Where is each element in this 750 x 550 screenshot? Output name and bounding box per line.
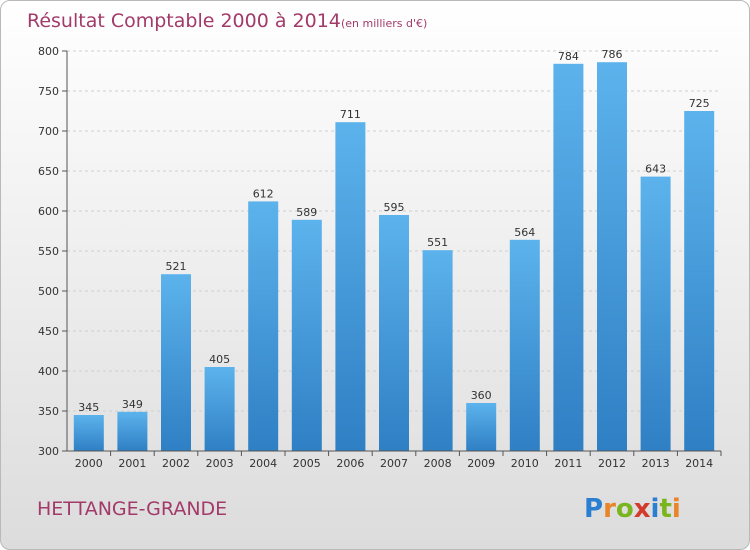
data-label: 725 [689, 97, 710, 110]
x-tick-label: 2006 [336, 457, 364, 470]
bar-2003 [204, 367, 235, 451]
commune-name: HETTANGE-GRANDE [37, 498, 227, 520]
x-tick-label: 2010 [511, 457, 539, 470]
bar-2011 [553, 63, 584, 452]
bar-2005 [291, 219, 322, 451]
y-tick-label: 750 [38, 85, 59, 98]
y-tick-label: 600 [38, 205, 59, 218]
data-label: 345 [78, 401, 99, 414]
x-tick-label: 2009 [467, 457, 495, 470]
bar-2004 [248, 201, 279, 451]
x-tick-label: 2012 [598, 457, 626, 470]
logo-letter: x [634, 494, 651, 524]
y-tick-label: 700 [38, 125, 59, 138]
data-label: 551 [427, 236, 448, 249]
bar-2014 [684, 111, 715, 451]
data-label: 564 [514, 226, 535, 239]
logo-letter: o [616, 494, 634, 524]
data-label: 521 [166, 260, 187, 273]
bar-2000 [73, 415, 104, 451]
x-tick-label: 2007 [380, 457, 408, 470]
proxiti-logo: Proxiti [584, 494, 681, 524]
bar-2001 [117, 411, 148, 451]
data-label: 786 [602, 48, 623, 61]
bars: 345 349 521 405 612 589 711 595 551 360 564 784 786 6… [73, 48, 715, 452]
data-label: 643 [645, 163, 666, 176]
bar-2013 [640, 176, 671, 451]
y-tick-label: 300 [38, 445, 59, 458]
y-axis: 300 350 400 450 500 550 600 650 700 750 800 [38, 45, 68, 458]
y-tick-label: 500 [38, 285, 59, 298]
x-tick-label: 2011 [554, 457, 582, 470]
y-tick-label: 400 [38, 365, 59, 378]
bar-2006 [335, 122, 366, 451]
chart-title: Résultat Comptable 2000 à 2014 [27, 10, 341, 32]
x-tick-label: 2014 [685, 457, 713, 470]
bar-2012 [597, 62, 627, 451]
x-tick-label: 2001 [118, 457, 146, 470]
x-tick-label: 2000 [75, 457, 103, 470]
data-label: 711 [340, 108, 361, 121]
x-axis: 2000 2001 2002 2003 2004 2005 2006 2007 2008 2009… [67, 450, 722, 470]
y-tick-label: 550 [38, 245, 59, 258]
data-label: 784 [558, 50, 579, 63]
x-tick-label: 2002 [162, 457, 190, 470]
logo-letter: i [672, 494, 681, 524]
y-tick-label: 800 [38, 45, 59, 58]
data-label: 360 [471, 389, 492, 402]
x-tick-label: 2005 [293, 457, 321, 470]
data-label: 612 [253, 187, 274, 200]
chart-subtitle: (en milliers d'€) [341, 17, 427, 30]
x-tick-label: 2008 [424, 457, 452, 470]
data-label: 349 [122, 398, 143, 411]
x-tick-label: 2003 [206, 457, 234, 470]
data-label: 595 [384, 201, 405, 214]
y-tick-label: 350 [38, 405, 59, 418]
logo-letter: P [584, 494, 603, 524]
bar-2010 [509, 239, 540, 451]
data-label: 589 [296, 206, 317, 219]
bar-2009 [466, 403, 497, 451]
data-label: 405 [209, 353, 230, 366]
bar-2008 [422, 250, 453, 451]
logo-letter: t [659, 494, 671, 524]
x-tick-label: 2004 [249, 457, 277, 470]
logo-letter: r [603, 494, 616, 524]
y-tick-label: 450 [38, 325, 59, 338]
bar-2007 [379, 215, 409, 451]
bar-2002 [161, 274, 191, 451]
y-tick-label: 650 [38, 165, 59, 178]
x-tick-label: 2013 [642, 457, 670, 470]
logo-letter: i [651, 494, 660, 524]
